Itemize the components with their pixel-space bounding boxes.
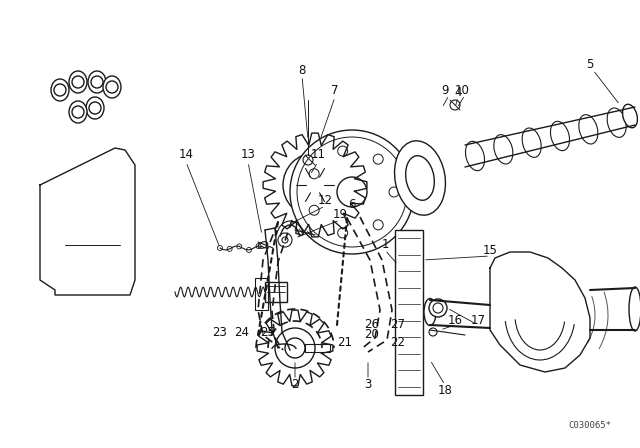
Circle shape bbox=[72, 76, 84, 88]
Bar bbox=[395, 230, 423, 395]
Text: 11: 11 bbox=[310, 148, 326, 161]
Bar bbox=[265, 282, 287, 302]
Ellipse shape bbox=[394, 141, 445, 215]
Text: 26: 26 bbox=[365, 319, 380, 332]
Ellipse shape bbox=[522, 128, 541, 157]
Text: 3: 3 bbox=[364, 379, 372, 392]
Text: 24: 24 bbox=[234, 327, 250, 340]
Ellipse shape bbox=[69, 71, 87, 93]
Ellipse shape bbox=[607, 108, 626, 138]
Text: 7: 7 bbox=[332, 83, 339, 96]
Circle shape bbox=[72, 106, 84, 118]
Text: 17: 17 bbox=[470, 314, 486, 327]
Ellipse shape bbox=[86, 97, 104, 119]
Text: 22: 22 bbox=[390, 336, 406, 349]
Ellipse shape bbox=[88, 71, 106, 93]
Polygon shape bbox=[40, 148, 135, 295]
Text: 4: 4 bbox=[454, 86, 461, 99]
Ellipse shape bbox=[103, 76, 121, 98]
Ellipse shape bbox=[69, 101, 87, 123]
Circle shape bbox=[290, 130, 414, 254]
Text: 14: 14 bbox=[179, 148, 193, 161]
Circle shape bbox=[91, 76, 103, 88]
Ellipse shape bbox=[465, 141, 484, 171]
Text: 10: 10 bbox=[454, 83, 469, 96]
Text: 20: 20 bbox=[365, 328, 380, 341]
Ellipse shape bbox=[494, 135, 513, 164]
Circle shape bbox=[295, 165, 335, 205]
Text: 6: 6 bbox=[348, 198, 356, 211]
Text: 8: 8 bbox=[298, 64, 306, 77]
Ellipse shape bbox=[579, 115, 598, 144]
Text: 13: 13 bbox=[241, 148, 255, 161]
Polygon shape bbox=[490, 252, 590, 372]
Ellipse shape bbox=[629, 287, 640, 331]
Text: 19: 19 bbox=[333, 208, 348, 221]
Ellipse shape bbox=[623, 104, 637, 128]
Text: 15: 15 bbox=[483, 244, 497, 257]
Ellipse shape bbox=[550, 121, 570, 151]
Text: 2: 2 bbox=[291, 379, 299, 392]
Text: 23: 23 bbox=[212, 327, 227, 340]
Circle shape bbox=[89, 102, 101, 114]
Ellipse shape bbox=[424, 298, 436, 326]
Ellipse shape bbox=[406, 156, 435, 200]
Text: 21: 21 bbox=[337, 336, 353, 349]
Text: 1: 1 bbox=[381, 238, 388, 251]
Circle shape bbox=[283, 153, 347, 217]
Circle shape bbox=[275, 328, 315, 368]
Text: 16: 16 bbox=[447, 314, 463, 327]
Text: C030065*: C030065* bbox=[568, 421, 611, 430]
Text: 5: 5 bbox=[586, 59, 594, 72]
Bar bbox=[305, 344, 330, 352]
Text: 9: 9 bbox=[441, 83, 449, 96]
Circle shape bbox=[429, 299, 447, 317]
Text: 18: 18 bbox=[438, 383, 452, 396]
Circle shape bbox=[106, 81, 118, 93]
Text: 25: 25 bbox=[260, 327, 275, 340]
Ellipse shape bbox=[258, 242, 268, 248]
Circle shape bbox=[54, 84, 66, 96]
Ellipse shape bbox=[51, 79, 69, 101]
Text: 27: 27 bbox=[390, 319, 406, 332]
Text: 12: 12 bbox=[317, 194, 333, 207]
